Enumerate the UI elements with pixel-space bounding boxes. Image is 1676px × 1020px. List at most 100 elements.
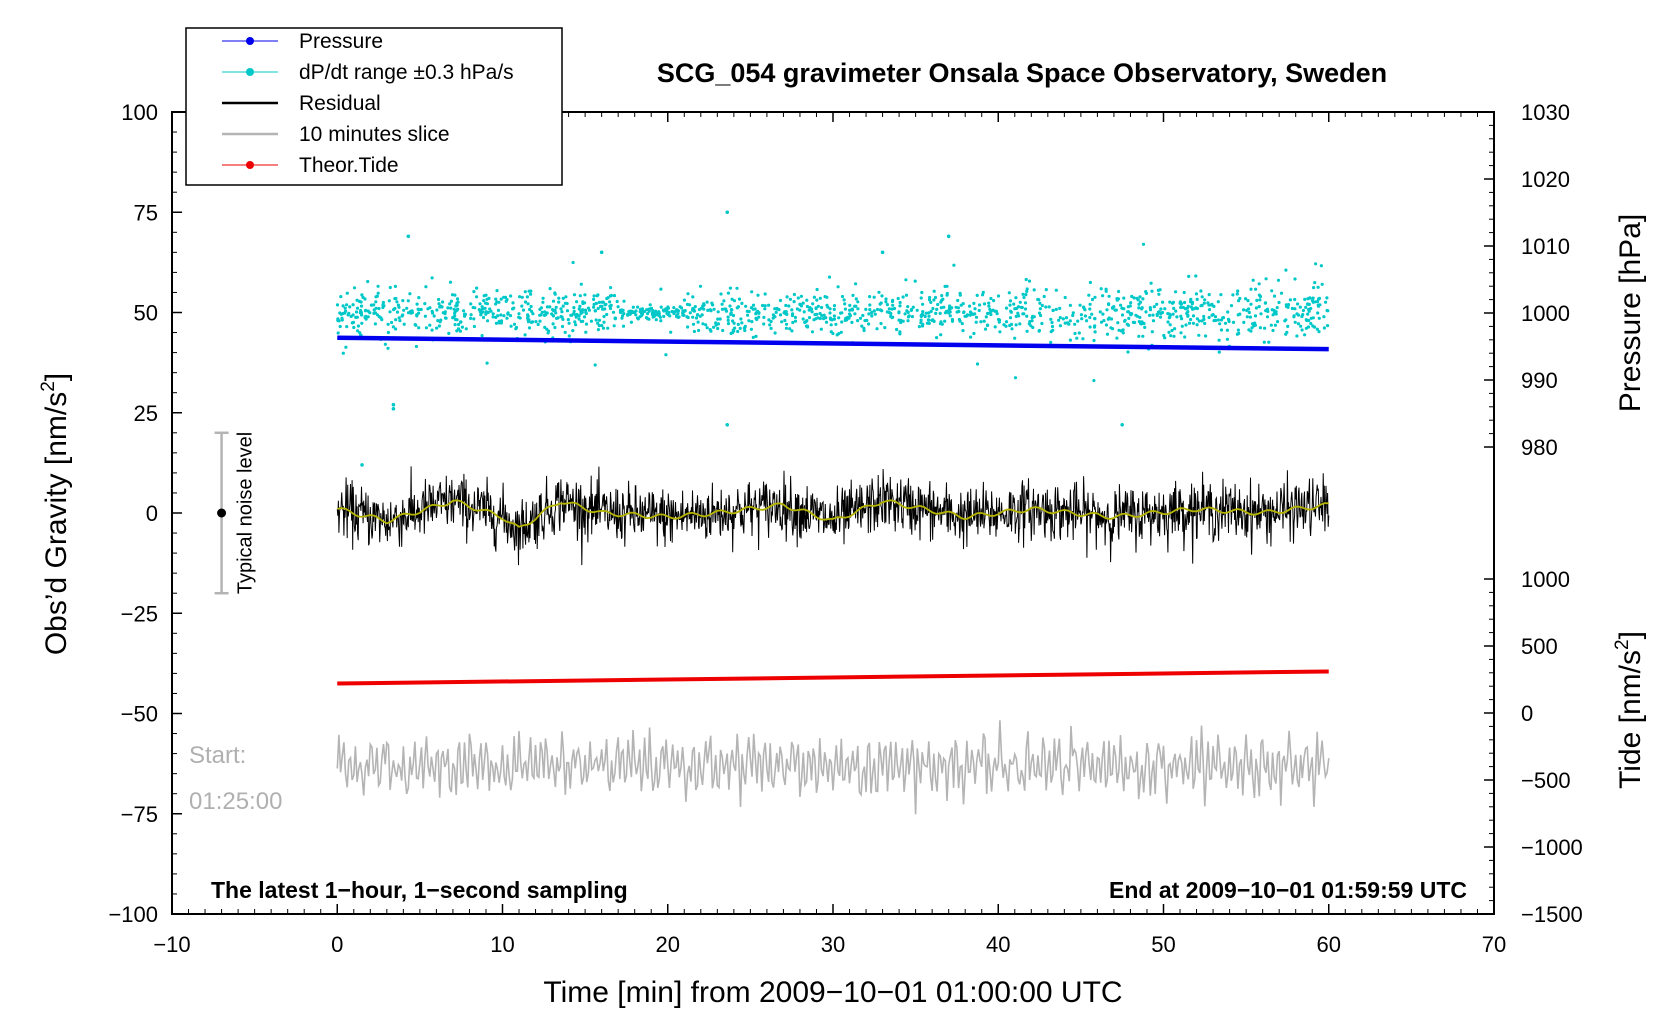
dpdt-point [1326,309,1330,313]
dpdt-point [622,312,626,316]
dpdt-point [693,305,697,309]
dpdt-point [1014,323,1018,327]
dpdt-point [959,303,963,307]
dpdt-point [1020,305,1024,310]
dpdt-point [790,329,794,333]
y-left-tick-label: 100 [121,100,158,125]
dpdt-point [1037,328,1041,333]
dpdt-point [1105,332,1110,336]
dpdt-point [479,312,483,316]
dpdt-point [996,294,1001,298]
dpdt-point [987,301,991,305]
dpdt-point [364,317,368,321]
dpdt-point [1044,288,1048,292]
tide-title-main: Tide [nm/s [1614,650,1647,789]
dpdt-point [359,304,364,308]
dpdt-point [560,310,564,314]
dpdt-point [366,315,370,319]
dpdt-point [506,311,510,315]
dpdt-point [482,294,486,298]
dpdt-point [521,308,526,312]
dpdt-point [397,316,401,320]
dpdt-point [1042,294,1046,299]
dpdt-point [578,304,582,308]
dpdt-point [828,311,832,315]
bottom-left-note: The latest 1−hour, 1−second sampling [211,877,628,903]
dpdt-point [1172,306,1176,310]
dpdt-point [958,291,962,295]
dpdt-point [393,284,397,288]
dpdt-point [435,326,439,330]
dpdt-point [846,315,850,319]
dpdt-point [856,319,860,323]
dpdt-point [589,319,594,323]
dpdt-point [509,324,513,328]
dpdt-point [609,286,613,290]
dpdt-point [596,306,600,311]
dpdt-point [651,308,655,313]
dpdt-point [705,326,709,330]
dpdt-point [423,314,427,318]
dpdt-point [398,319,402,323]
dpdt-point [523,290,527,294]
dpdt-point [457,322,461,327]
dpdt-point [664,353,668,357]
dpdt-point [921,310,925,314]
dpdt-point [775,306,779,311]
dpdt-point [1303,333,1307,337]
dpdt-point [1258,326,1262,330]
dpdt-point [1150,289,1154,293]
dpdt-point [845,318,849,322]
dpdt-point [811,302,815,306]
dpdt-point [988,311,992,315]
dpdt-point [807,316,812,320]
dpdt-point [1143,325,1147,329]
dpdt-point [636,305,640,309]
dpdt-point [358,331,362,335]
dpdt-point [581,319,585,323]
dpdt-point [712,307,716,311]
y-left-title-main: Obs’d Gravity [nm/s [40,392,73,655]
dpdt-point [1061,317,1065,321]
tide-tick-label: −1500 [1521,902,1583,927]
slice-series-line [336,720,1330,815]
dpdt-point [1172,334,1176,338]
dpdt-point [639,311,644,315]
legend: Pressure dP/dt range ±0.3 hPa/s Residual 10… [185,27,563,186]
dpdt-point [929,300,933,304]
dpdt-point [820,314,824,318]
dpdt-point [936,302,940,307]
dpdt-point [659,305,663,309]
dpdt-point [1022,312,1026,316]
dpdt-point [778,313,783,317]
dpdt-point [1310,298,1314,303]
dpdt-point [577,314,581,318]
legend-swatch-dot [246,37,254,45]
dpdt-point [551,299,556,303]
y-left-tick-label: −50 [121,702,158,727]
dpdt-point [1300,328,1304,332]
dpdt-point [373,322,377,326]
dpdt-point [1050,324,1055,329]
dpdt-point [1316,285,1320,289]
series-layer [335,210,1330,815]
dpdt-point [355,306,360,310]
dpdt-point [973,307,977,311]
dpdt-point [705,300,709,304]
dpdt-point [1275,306,1279,310]
dpdt-point [850,308,855,312]
dpdt-point [659,287,663,291]
dpdt-point [968,313,972,317]
dpdt-point [1322,315,1326,319]
dpdt-point [906,305,910,309]
y-left-tick-label: 0 [146,501,158,526]
dpdt-point [1101,312,1105,316]
noise-level-indicator: Typical noise level [214,431,257,595]
dpdt-point [1054,307,1058,311]
dpdt-point [449,299,453,303]
dpdt-point [1274,310,1278,314]
dpdt-point [1285,330,1289,334]
dpdt-point [1262,340,1266,344]
dpdt-point [1083,314,1087,318]
dpdt-point [698,314,702,318]
